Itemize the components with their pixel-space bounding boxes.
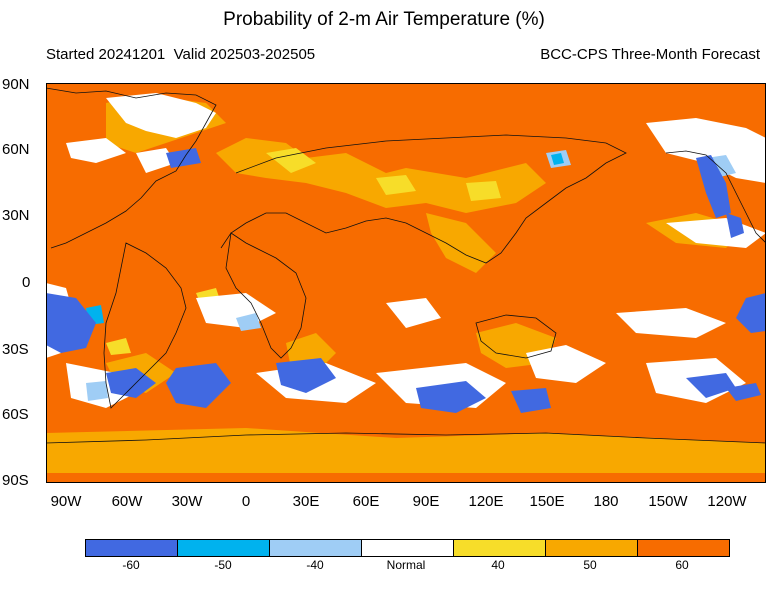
colorbar-bin-60 xyxy=(638,540,729,556)
lon-label: 0 xyxy=(241,493,251,510)
lon-label: 180 xyxy=(593,493,619,510)
cold-high-regions xyxy=(46,148,766,413)
lon-label: 120E xyxy=(468,493,504,510)
colorbar-label: -40 xyxy=(306,558,324,572)
lat-label-90s: 90S xyxy=(2,472,29,489)
forecast-dates: Started 20241201 Valid 202503-202505 xyxy=(46,46,315,63)
colorbar-label: -50 xyxy=(214,558,232,572)
colorbar-label: -60 xyxy=(122,558,140,572)
colorbar-label: 40 xyxy=(491,558,505,572)
lon-label: 90W xyxy=(50,493,82,510)
colorbar-bin-50 xyxy=(546,540,638,556)
lon-label: 150E xyxy=(529,493,565,510)
coastlines xyxy=(46,87,766,444)
lon-label: 90E xyxy=(412,493,440,510)
map-panel xyxy=(46,83,766,483)
lat-label-60n: 60N xyxy=(2,141,30,158)
lat-label-eq: 0 xyxy=(22,274,31,291)
valid-period: Valid 202503-202505 xyxy=(173,46,316,63)
warm-low-regions xyxy=(106,148,501,355)
colorbar-bin-40 xyxy=(454,540,546,556)
lat-label-60s: 60S xyxy=(2,406,29,423)
lon-label: 30W xyxy=(171,493,203,510)
lat-label-90n: 90N xyxy=(2,76,30,93)
lon-label: 30E xyxy=(292,493,320,510)
colorbar-label: Normal xyxy=(386,558,426,572)
lat-label-30n: 30N xyxy=(2,207,30,224)
started-date: Started 20241201 xyxy=(46,46,166,63)
lon-label: 60W xyxy=(111,493,143,510)
map-frame xyxy=(46,83,766,483)
model-name: BCC-CPS Three-Month Forecast xyxy=(540,46,760,63)
lon-label: 150W xyxy=(648,493,688,510)
lon-label: 120W xyxy=(707,493,747,510)
colorbar-bin-neg60 xyxy=(86,540,178,556)
lon-label: 60E xyxy=(352,493,380,510)
colorbar xyxy=(85,539,730,557)
colorbar-bin-neg40 xyxy=(270,540,362,556)
colorbar-bin-neg50 xyxy=(178,540,270,556)
map-svg xyxy=(46,83,766,483)
colorbar-bin-normal xyxy=(362,540,454,556)
colorbar-label: 60 xyxy=(675,558,689,572)
map-title: Probability of 2-m Air Temperature (%) xyxy=(223,9,545,30)
lat-label-30s: 30S xyxy=(2,341,29,358)
colorbar-label: 50 xyxy=(583,558,597,572)
